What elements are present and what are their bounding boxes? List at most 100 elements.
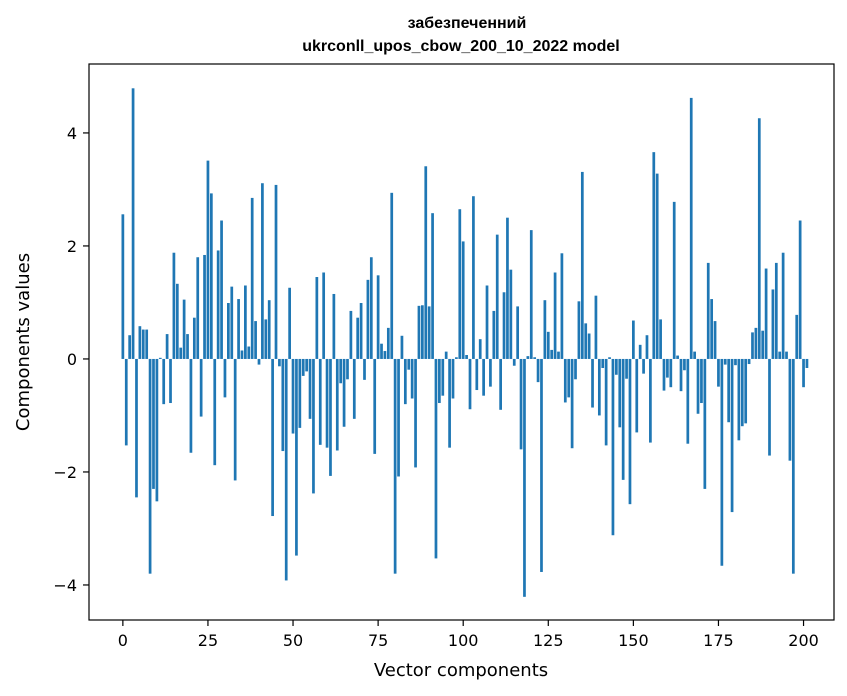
bar <box>407 358 411 370</box>
bar <box>281 358 285 452</box>
bar <box>734 358 737 366</box>
bar <box>526 356 530 359</box>
bar <box>543 300 547 359</box>
bar <box>301 358 305 376</box>
bar <box>594 295 598 359</box>
bar <box>574 358 577 380</box>
bar <box>189 358 193 453</box>
bar <box>465 355 468 359</box>
bar <box>233 358 237 481</box>
bar <box>121 214 125 359</box>
bar <box>152 358 155 489</box>
bar <box>346 358 349 380</box>
bar <box>774 262 778 359</box>
bar <box>237 299 240 359</box>
bar <box>427 306 431 359</box>
bar <box>131 88 135 359</box>
bar <box>284 358 288 581</box>
bar <box>444 351 448 359</box>
bar <box>720 358 724 566</box>
bar <box>155 358 159 502</box>
bar <box>441 358 445 396</box>
bar <box>227 303 230 359</box>
bar <box>325 358 329 448</box>
bar <box>461 241 465 359</box>
y-axis-ticks: −4 −2 0 2 4 <box>53 124 89 595</box>
y-tick-label: 2 <box>67 237 77 256</box>
bar <box>679 358 683 392</box>
bar <box>393 358 397 574</box>
bar <box>349 310 353 359</box>
y-axis-label: Components values <box>13 253 34 431</box>
bar <box>455 357 458 359</box>
bar <box>468 358 472 410</box>
bar <box>124 358 128 446</box>
bar <box>604 358 608 446</box>
bar <box>291 358 295 434</box>
bar <box>696 358 700 414</box>
bar <box>785 351 788 359</box>
bar <box>791 358 795 574</box>
bar <box>489 358 492 387</box>
bar <box>145 329 149 359</box>
bar <box>727 358 731 423</box>
bar <box>203 254 206 359</box>
bar <box>778 351 782 359</box>
x-tick-label: 200 <box>788 631 819 650</box>
bar <box>625 358 628 379</box>
bar <box>431 213 434 359</box>
bar <box>805 358 809 368</box>
bar <box>264 319 268 359</box>
bar <box>485 285 489 359</box>
bar <box>798 220 802 359</box>
bar <box>645 335 649 359</box>
bar <box>655 173 659 359</box>
bar <box>135 358 138 498</box>
bar <box>424 166 428 359</box>
bar <box>376 275 380 359</box>
plot-frame <box>88 63 835 621</box>
bar <box>587 333 591 359</box>
bar <box>536 358 540 383</box>
bar <box>223 358 227 398</box>
bar <box>717 358 720 387</box>
bar <box>771 289 775 359</box>
bar <box>267 300 271 359</box>
x-axis-ticks: 0 25 50 75 100 125 150 175 200 <box>118 620 819 650</box>
bar <box>635 358 639 433</box>
bar <box>495 234 499 359</box>
bar <box>730 358 734 513</box>
bar <box>342 358 346 427</box>
bar <box>386 327 390 359</box>
bar <box>182 299 186 359</box>
bar <box>312 358 315 494</box>
x-tick-label: 150 <box>618 631 649 650</box>
x-tick-label: 75 <box>368 631 388 650</box>
bar <box>271 358 274 517</box>
bar <box>737 358 741 441</box>
bar <box>761 330 765 359</box>
bar <box>591 358 594 408</box>
bar <box>706 262 710 359</box>
y-tick-label: −4 <box>53 576 77 595</box>
bar <box>570 358 574 449</box>
bar <box>523 358 526 597</box>
bar <box>659 319 662 359</box>
bar <box>546 331 550 359</box>
bar <box>652 152 656 359</box>
bar <box>438 358 441 404</box>
bar <box>352 358 356 419</box>
bar <box>274 184 278 359</box>
bar <box>128 335 132 359</box>
bar <box>795 314 799 359</box>
bar <box>192 317 196 359</box>
x-tick-label: 175 <box>703 631 734 650</box>
bar <box>213 358 217 466</box>
bar <box>703 358 707 489</box>
bar <box>403 358 407 405</box>
bar <box>502 292 506 359</box>
bar <box>672 201 676 359</box>
chart-title-line-1: забезпеченний <box>408 15 527 32</box>
bar <box>369 257 373 359</box>
bar <box>390 192 394 359</box>
